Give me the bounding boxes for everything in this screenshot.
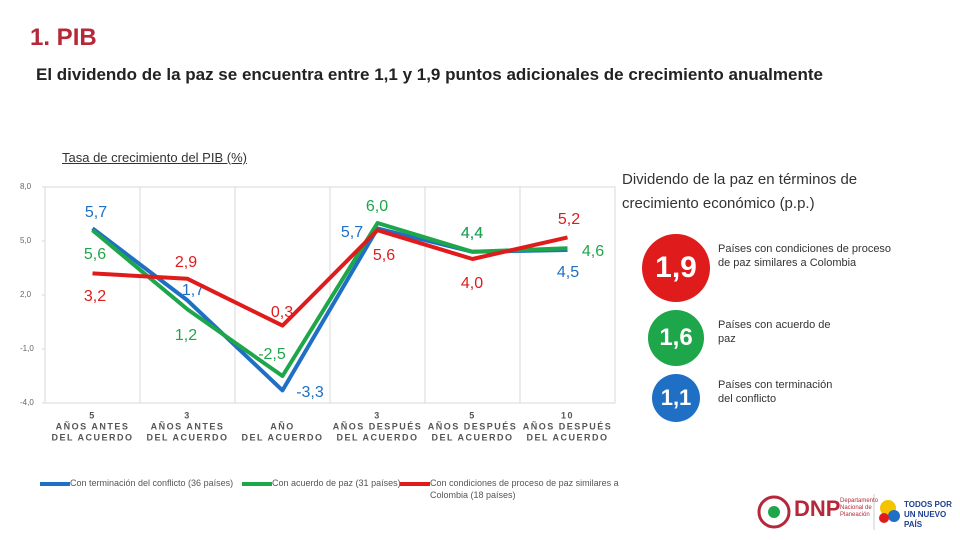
y-tick-label: -1,0 — [20, 344, 34, 353]
value-label: 4,4 — [461, 225, 483, 242]
x-tick-label: AÑOS ANTES — [151, 421, 225, 431]
value-label: 5,7 — [341, 224, 363, 241]
y-tick-label: 8,0 — [20, 182, 32, 191]
dividend-text: Países con acuerdo de paz — [718, 319, 831, 345]
legend-swatch — [40, 482, 70, 486]
dividend-text: Países con condiciones de proceso de paz… — [718, 243, 892, 269]
value-label: 6,0 — [366, 198, 388, 215]
value-label: 5,6 — [84, 246, 106, 263]
y-tick-label: -4,0 — [20, 398, 34, 407]
series-line — [92, 228, 568, 328]
dividend-circle: 1,9 — [642, 234, 710, 302]
x-tick-label: AÑOS DESPUÉS — [523, 421, 613, 431]
legend-label: Con acuerdo de paz (31 países) — [272, 478, 401, 488]
x-tick-label: AÑOS ANTES — [56, 421, 130, 431]
dividend-circle: 1,1 — [652, 374, 700, 422]
value-label: -3,3 — [296, 384, 324, 401]
dividend-text: Países con terminación del conflicto — [718, 379, 833, 405]
dividend-circle: 1,6 — [648, 310, 704, 366]
legend-label: Con terminación del conflicto (36 países… — [70, 478, 234, 488]
x-tick-label: DEL ACUERDO — [51, 432, 133, 442]
y-tick-label: 2,0 — [20, 290, 32, 299]
x-tick-label: 5 — [89, 410, 96, 420]
value-label: 4,0 — [461, 275, 483, 292]
value-label: 4,5 — [557, 264, 579, 281]
x-tick-label: 10 — [561, 410, 574, 420]
logo-shapes — [757, 494, 900, 530]
dnp-name: Departamento Nacional de Planeación — [840, 498, 879, 518]
value-label: 5,2 — [558, 211, 580, 228]
value-label: 3,2 — [84, 288, 106, 305]
x-tick-label: AÑOS DESPUÉS — [428, 421, 518, 431]
dnp-logo: DNP — [794, 496, 841, 521]
x-tick-label: AÑO — [270, 421, 295, 431]
x-tick-label: DEL ACUERDO — [431, 432, 513, 442]
chart-title: Tasa de crecimiento del PIB (%) — [62, 150, 247, 165]
legend-swatch — [242, 482, 272, 486]
value-label: 0,3 — [271, 304, 293, 321]
slide-subtitle: El dividendo de la paz se encuentra entr… — [36, 65, 823, 84]
series-line — [91, 221, 568, 378]
slogan: TODOS POR UN NUEVO PAÍS — [904, 500, 952, 529]
logos: DNP Departamento Nacional de Planeación … — [756, 488, 956, 536]
x-tick-label: 3 — [184, 410, 191, 420]
x-tick-label: AÑOS DESPUÉS — [333, 421, 423, 431]
x-tick-label: DEL ACUERDO — [146, 432, 228, 442]
legend-swatch — [400, 482, 430, 486]
x-tick-label: 3 — [374, 410, 381, 420]
x-tick-label: DEL ACUERDO — [241, 432, 323, 442]
x-tick-label: 5 — [469, 410, 476, 420]
x-tick-label: DEL ACUERDO — [336, 432, 418, 442]
x-tick-label: DEL ACUERDO — [526, 432, 608, 442]
value-label: 4,4 — [461, 225, 483, 242]
value-label: 5,7 — [85, 204, 107, 221]
value-label: -2,5 — [258, 346, 286, 363]
slide-title: 1. PIB — [30, 24, 97, 51]
legend-label: Con condiciones de proceso de paz simila… — [430, 478, 619, 500]
y-tick-label: 5,0 — [20, 236, 32, 245]
value-label: 1,2 — [175, 327, 197, 344]
dividend-title: Dividendo de la paz en términos de creci… — [622, 171, 858, 212]
value-label: 4,6 — [582, 243, 604, 260]
value-label: 5,6 — [373, 247, 395, 264]
value-label: 2,9 — [175, 254, 197, 271]
separators — [139, 187, 521, 403]
